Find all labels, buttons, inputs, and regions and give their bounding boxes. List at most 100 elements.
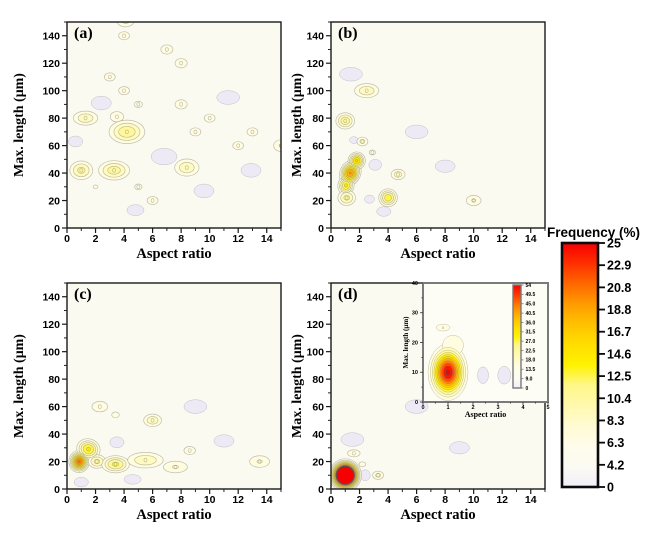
contour-center-ring bbox=[98, 404, 102, 409]
low-density-region bbox=[109, 436, 125, 449]
y-tick-label: 0 bbox=[318, 223, 324, 235]
contour-center-ring bbox=[364, 88, 369, 93]
contour-center-ring bbox=[83, 116, 88, 121]
inset-colorbar-tick-label: 27.0 bbox=[526, 339, 536, 345]
low-density-region bbox=[339, 67, 363, 82]
contour-center-ring bbox=[113, 462, 118, 467]
x-tick-label: 12 bbox=[232, 233, 244, 245]
inset-plot: 0 1 2 3 4 5 0 10 20 30 40 bbox=[412, 281, 550, 411]
contour-ring bbox=[273, 139, 281, 152]
contour-ring bbox=[134, 183, 143, 190]
x-tick-label: 6 bbox=[414, 494, 420, 506]
x-tick-label: 2 bbox=[357, 233, 363, 245]
contour-ring bbox=[134, 455, 157, 466]
x-tick-label: 8 bbox=[178, 494, 184, 506]
y-tick-label: 40 bbox=[48, 429, 60, 441]
y-tick-label: 80 bbox=[312, 374, 324, 386]
y-tick-label: 0 bbox=[415, 400, 418, 406]
y-tick-label: 20 bbox=[48, 456, 60, 468]
contour-ring bbox=[133, 101, 143, 108]
low-density-region bbox=[183, 399, 208, 414]
frequency-colorbar-tick-label: 16.7 bbox=[607, 325, 631, 339]
contour-ring bbox=[189, 127, 202, 137]
y-tick-label: 20 bbox=[48, 195, 60, 207]
low-density-region bbox=[359, 469, 371, 482]
x-tick-label: 4 bbox=[385, 494, 391, 506]
x-tick-label: 10 bbox=[468, 233, 480, 245]
contour-ring bbox=[232, 141, 244, 151]
contour-ring bbox=[393, 171, 403, 178]
x-tick-label: 8 bbox=[442, 233, 448, 245]
contour-ring bbox=[347, 449, 361, 458]
contour-center-ring bbox=[257, 459, 262, 464]
y-tick-label: 30 bbox=[412, 311, 418, 317]
low-density-region bbox=[404, 124, 429, 139]
contour-ring bbox=[171, 465, 179, 469]
contour-center-ring bbox=[185, 165, 189, 170]
contour-center-ring bbox=[136, 184, 141, 189]
inset-colorbar-tick-label: 18.0 bbox=[526, 358, 536, 364]
inset-colorbar-tick-label: 40.5 bbox=[526, 311, 536, 317]
contour-ring bbox=[118, 126, 136, 138]
contour-ring bbox=[77, 460, 81, 463]
y-tick-label: 100 bbox=[306, 346, 324, 358]
y-tick-label: 120 bbox=[306, 58, 324, 70]
y-tick-label: 20 bbox=[312, 195, 324, 207]
low-density-region bbox=[213, 434, 235, 448]
contour-center-ring bbox=[376, 473, 380, 478]
inset-colorbar: 54 49.5 45.0 40.5 36.0 31.5 27.0 22.5 18.0 13.5 9.… bbox=[512, 283, 536, 392]
inset-colorbar-tick-label: 49.5 bbox=[526, 292, 536, 298]
inset-axes: 0 1 2 3 4 5 0 10 20 30 40 bbox=[412, 281, 550, 411]
contour-ring bbox=[246, 127, 259, 137]
inset-colorbar-tick-label: 0 bbox=[526, 386, 529, 392]
contour-center-ring bbox=[343, 118, 348, 123]
contour-ring bbox=[174, 58, 188, 69]
y-tick-label: 0 bbox=[54, 484, 60, 496]
low-density-region bbox=[216, 90, 240, 105]
y-tick-label: 40 bbox=[312, 429, 324, 441]
y-tick-label: 140 bbox=[306, 31, 324, 43]
contour-ring bbox=[118, 86, 130, 96]
x-tick-label: 14 bbox=[525, 494, 537, 506]
y-tick-label: 80 bbox=[48, 113, 60, 125]
frequency-colorbar: 25 22.9 20.8 18.8 16.7 14.6 12.5 10.4 8.3 6.3 4.2 0 bbox=[560, 237, 631, 495]
low-density-region bbox=[449, 441, 470, 455]
contour-center-ring bbox=[279, 143, 281, 148]
x-tick-label: 4 bbox=[385, 233, 391, 245]
y-tick-label: 40 bbox=[412, 281, 418, 287]
panel-a-frame bbox=[66, 21, 282, 229]
y-tick-label: 20 bbox=[312, 456, 324, 468]
panel-d-label: (d) bbox=[338, 286, 358, 303]
low-density-region bbox=[123, 474, 142, 485]
low-density-region bbox=[193, 183, 215, 199]
panel-a-contours bbox=[68, 22, 281, 216]
inset-colorbar-tick-label: 54 bbox=[526, 283, 532, 289]
x-tick-label: 14 bbox=[525, 233, 537, 245]
panel-b-contours bbox=[335, 67, 482, 217]
contour-ring bbox=[85, 446, 91, 452]
contour-ring bbox=[92, 184, 99, 189]
contour-center-ring bbox=[125, 129, 129, 134]
low-density-region bbox=[91, 95, 112, 111]
contour-ring bbox=[348, 171, 352, 175]
frequency-colorbar-tick-label: 0 bbox=[607, 481, 614, 495]
colorbar-title: Frequency (%) bbox=[547, 225, 641, 240]
contour-ring bbox=[358, 86, 375, 96]
x-tick-label: 12 bbox=[496, 233, 508, 245]
low-density-region bbox=[477, 366, 489, 384]
contour-ring bbox=[107, 166, 121, 175]
x-tick-label: 0 bbox=[328, 233, 334, 245]
x-tick-label: 10 bbox=[204, 233, 216, 245]
contour-center-ring bbox=[112, 168, 116, 173]
low-density-region bbox=[434, 159, 456, 173]
x-tick-label: 2 bbox=[471, 405, 474, 411]
y-tick-label: 140 bbox=[42, 31, 60, 43]
low-density-region bbox=[368, 159, 382, 171]
inset-colorbar-tick-label: 45.0 bbox=[526, 302, 536, 308]
x-tick-label: 10 bbox=[204, 494, 216, 506]
x-tick-label: 2 bbox=[357, 494, 363, 506]
